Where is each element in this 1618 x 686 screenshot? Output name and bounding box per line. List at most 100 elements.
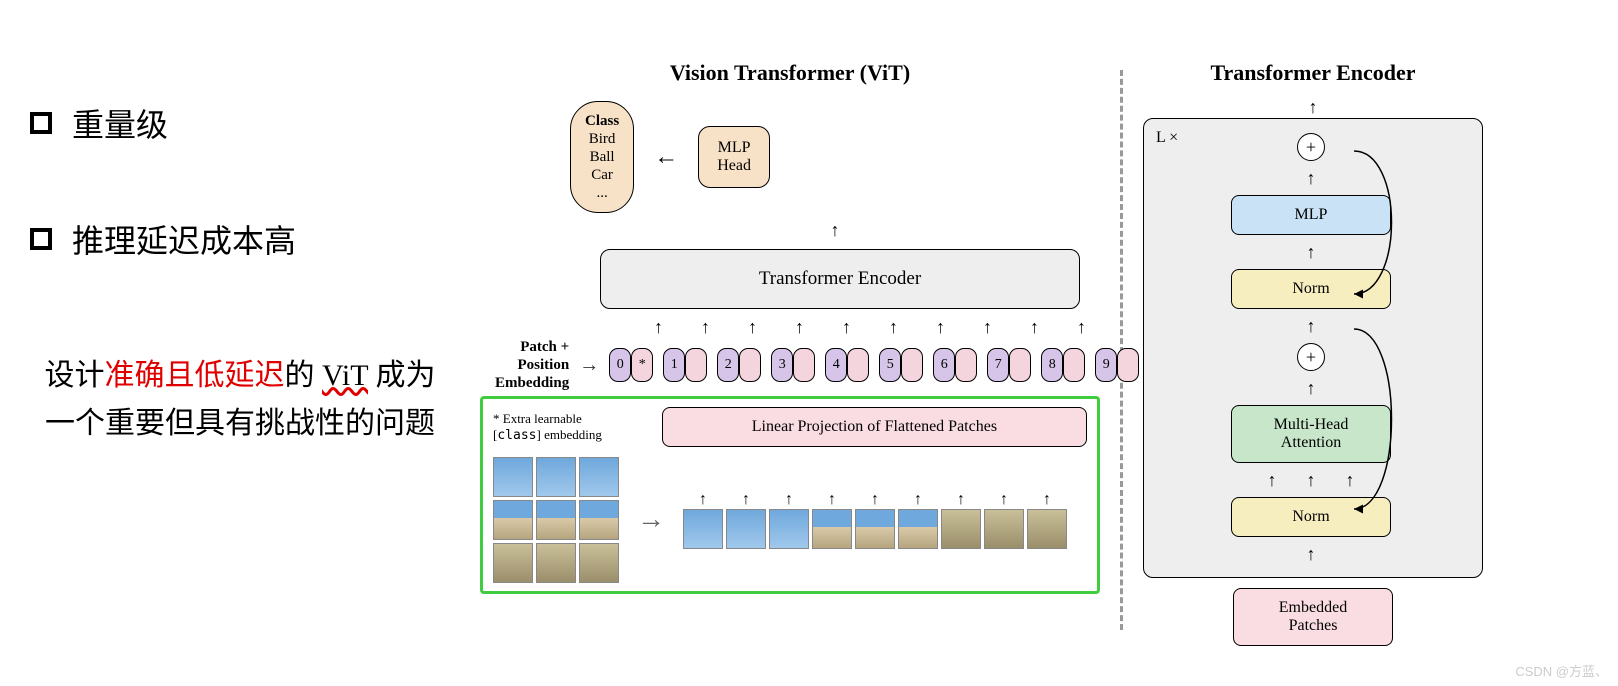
patch-token xyxy=(685,348,707,382)
class-output-box: Class Bird Ball Car ... xyxy=(570,101,634,213)
patch-token xyxy=(793,348,815,382)
up-arrow-icon: ↑ xyxy=(1268,471,1277,489)
patch-img xyxy=(769,509,809,549)
up-arrow-icon: ↑ xyxy=(922,317,959,338)
encoder-stack: + ↑ MLP ↑ Norm ↑ + ↑ Multi-Head Attentio… xyxy=(1158,133,1464,563)
encoder-label: Transformer Encoder xyxy=(759,268,921,289)
up-arrow-icon: ↑ xyxy=(984,491,1024,509)
patch-img xyxy=(579,543,619,583)
mha-text: Multi-Head Attention xyxy=(1274,416,1349,451)
up-arrow-icon: ↑ xyxy=(726,491,766,509)
class-item-2: Car xyxy=(591,167,613,183)
patch-token xyxy=(955,348,977,382)
token-0: 0 xyxy=(609,348,631,382)
mlp-block: MLP xyxy=(1231,195,1391,235)
embed-text: Embedded Patches xyxy=(1279,599,1347,634)
up-arrow-icon: ↑ xyxy=(1307,243,1316,261)
token-row: Patch + Position Embedding → 0 * 1 2 3 4… xyxy=(495,338,1100,392)
mha-input-arrows: ↑ ↑ ↑ xyxy=(1268,471,1355,489)
token-5: 5 xyxy=(879,348,901,382)
cls-token: 0 * xyxy=(609,348,653,382)
patch-img xyxy=(579,500,619,540)
patch-token xyxy=(901,348,923,382)
bullet-2: 推理延迟成本高 xyxy=(30,216,450,262)
up-arrow-icon: ↑ xyxy=(683,491,723,509)
up-arrow-icon: ↑ xyxy=(769,491,809,509)
mlp-head-text: MLP Head xyxy=(717,139,751,174)
linear-projection-box: Linear Projection of Flattened Patches xyxy=(662,407,1087,447)
up-arrow-icon: ↑ xyxy=(1307,471,1316,489)
up-arrow-icon: ↑ xyxy=(941,491,981,509)
norm-text: Norm xyxy=(1292,280,1329,297)
patch-img xyxy=(1027,509,1067,549)
patch-img xyxy=(493,500,533,540)
mlp-head-box: MLP Head xyxy=(698,126,770,188)
checkbox-icon xyxy=(30,228,52,250)
add-icon: + xyxy=(1297,343,1325,371)
mlp-up-arrow: ↑ xyxy=(570,221,1100,241)
patch-img xyxy=(855,509,895,549)
patch-token xyxy=(847,348,869,382)
patch-img xyxy=(726,509,766,549)
norm-block-2: Norm xyxy=(1231,497,1391,537)
encoder-detail: Transformer Encoder ↑ L × + ↑ MLP ↑ Norm… xyxy=(1143,60,1483,686)
patch-token xyxy=(1063,348,1085,382)
vit-top-row: Class Bird Ball Car ... ← MLP Head xyxy=(570,101,1100,213)
statement-pre: 设计 xyxy=(45,359,105,392)
patch-img xyxy=(579,457,619,497)
up-arrow-icon: ↑ xyxy=(1307,169,1316,187)
token-1: 1 xyxy=(663,348,685,382)
patch-token xyxy=(1117,348,1139,382)
statement-highlight: 准确且低延迟 xyxy=(105,359,285,392)
patch-img xyxy=(536,457,576,497)
up-arrow-icon: ↑ xyxy=(898,491,938,509)
left-panel: 重量级 推理延迟成本高 设计准确且低延迟的 ViT 成为一个重要但具有挑战性的问… xyxy=(0,0,480,686)
ppe-label: Patch + Position Embedding xyxy=(495,338,569,392)
up-arrow-icon: ↑ xyxy=(1016,317,1053,338)
checkbox-icon xyxy=(30,112,52,134)
patch-img xyxy=(493,457,533,497)
patch-token xyxy=(739,348,761,382)
up-arrow-icon: ↑ xyxy=(855,491,895,509)
encoder-title: Transformer Encoder xyxy=(1143,60,1483,86)
token-8: 8 xyxy=(1041,348,1063,382)
mlp-text: MLP xyxy=(1295,206,1328,223)
token-6: 6 xyxy=(933,348,955,382)
token-9: 9 xyxy=(1095,348,1117,382)
patch-img xyxy=(536,500,576,540)
norm-block-1: Norm xyxy=(1231,269,1391,309)
input-green-box: * Extra learnable[class] embedding Linea… xyxy=(480,396,1100,594)
patch-token xyxy=(1009,348,1031,382)
up-arrow-icon: ↑ xyxy=(640,317,677,338)
up-arrow-icon: ↑ xyxy=(734,317,771,338)
arrow-right-icon: → xyxy=(579,354,599,377)
up-arrow-icon: ↑ xyxy=(1307,545,1316,563)
class-item-3: ... xyxy=(596,185,607,201)
enc-out-arrow: ↑ xyxy=(1143,98,1483,118)
patch-img xyxy=(812,509,852,549)
vit-title: Vision Transformer (ViT) xyxy=(480,60,1100,86)
statement-vit: ViT xyxy=(322,359,368,392)
up-arrow-icon: ↑ xyxy=(1027,491,1067,509)
mha-block: Multi-Head Attention xyxy=(1231,405,1391,463)
statement: 设计准确且低延迟的 ViT 成为一个重要但具有挑战性的问题 xyxy=(30,352,450,448)
statement-mid: 的 xyxy=(285,359,323,392)
patch-img xyxy=(493,543,533,583)
extra-label: * Extra learnable[class] embedding xyxy=(493,411,602,443)
bullet-1: 重量级 xyxy=(30,100,450,146)
vit-diagram: Vision Transformer (ViT) Class Bird Ball… xyxy=(480,60,1100,686)
linproj-text: Linear Projection of Flattened Patches xyxy=(752,418,997,435)
up-arrow-icon: ↑ xyxy=(1063,317,1100,338)
token-3: 3 xyxy=(771,348,793,382)
class-item-1: Ball xyxy=(590,149,615,165)
up-arrow-icon: ↑ xyxy=(875,317,912,338)
transformer-encoder-box: Transformer Encoder xyxy=(600,249,1080,309)
class-item-0: Bird xyxy=(589,131,616,147)
token-7: 7 xyxy=(987,348,1009,382)
lx-label: L × xyxy=(1156,129,1178,147)
up-arrow-icon: ↑ xyxy=(687,317,724,338)
arrow-left-icon: ← xyxy=(654,144,678,171)
patch-img xyxy=(536,543,576,583)
token-4: 4 xyxy=(825,348,847,382)
bullet-1-text: 重量级 xyxy=(72,100,168,146)
